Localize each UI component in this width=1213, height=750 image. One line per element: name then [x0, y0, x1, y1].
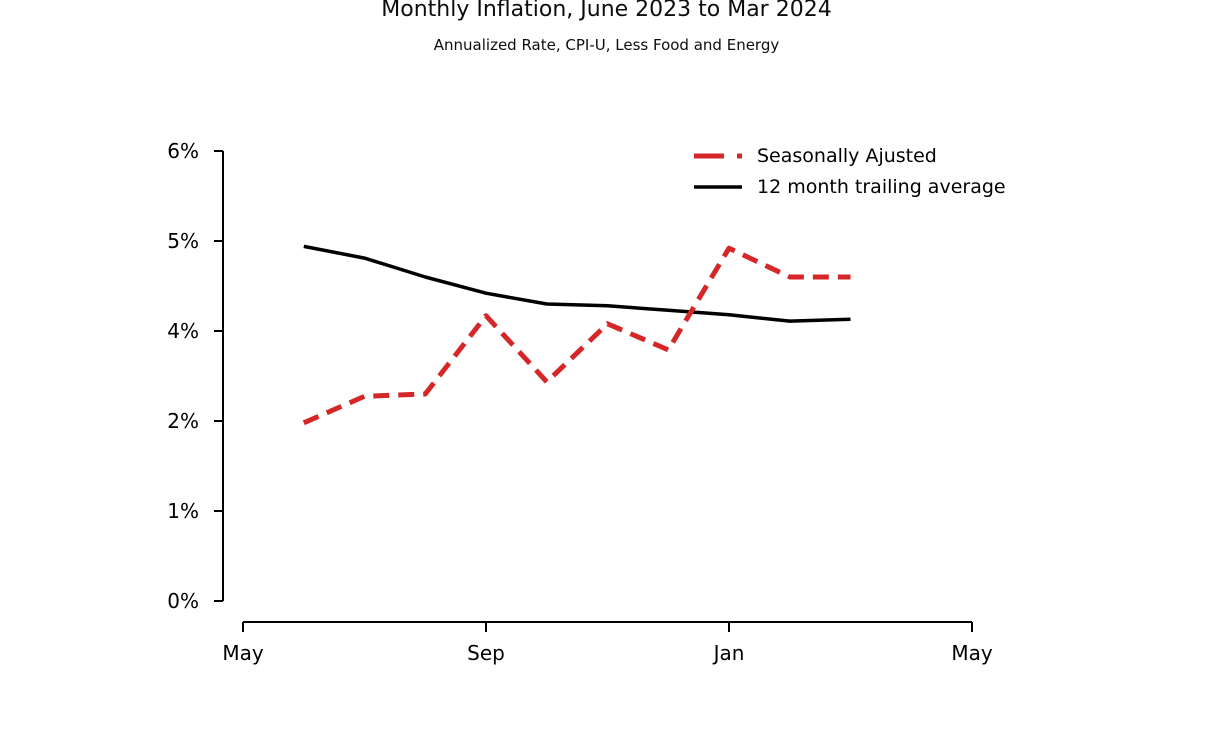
legend-item-seasonally-adjusted: Seasonally Ajusted: [693, 140, 1006, 171]
y-tick-label: 5%: [167, 229, 199, 253]
y-tick-label: 2%: [167, 409, 199, 433]
y-tick-label: 6%: [167, 139, 199, 163]
x-tick-label: May: [222, 641, 264, 665]
y-tick-label: 0%: [167, 589, 199, 613]
legend: Seasonally Ajusted 12 month trailing ave…: [693, 140, 1006, 202]
legend-item-trailing-average: 12 month trailing average: [693, 171, 1006, 202]
chart-subtitle: Annualized Rate, CPI-U, Less Food and En…: [433, 36, 780, 54]
y-tick-label: 4%: [167, 319, 199, 343]
legend-label-trailing-average: 12 month trailing average: [757, 175, 1006, 198]
series-line-seasonally-adjusted: [302, 245, 851, 426]
x-tick-label: Sep: [467, 641, 505, 665]
x-tick-label: May: [951, 641, 993, 665]
chart-title: Monthly Inflation, June 2023 to Mar 2024: [381, 0, 832, 22]
y-tick-label: 1%: [167, 499, 199, 523]
dashed-line-sample-icon: [694, 153, 742, 158]
x-tick-label: Jan: [713, 641, 745, 665]
legend-label-seasonally-adjusted: Seasonally Ajusted: [757, 144, 937, 167]
series-line-trailing-average: [303, 244, 851, 323]
solid-line-sample-icon: [694, 184, 742, 189]
